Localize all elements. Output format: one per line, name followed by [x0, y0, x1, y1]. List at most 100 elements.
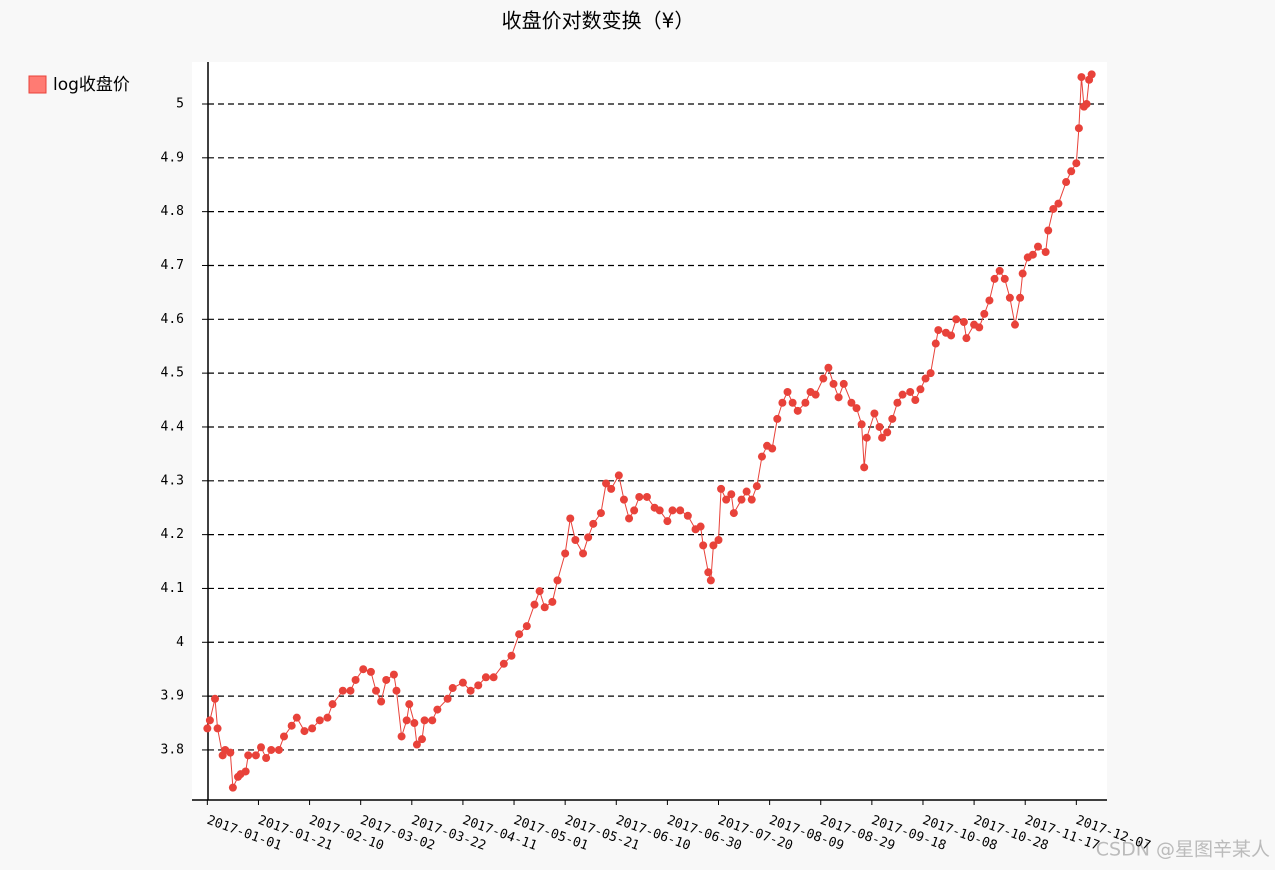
data-point: [742, 487, 751, 496]
data-point: [346, 686, 355, 695]
data-point: [287, 721, 296, 730]
data-point: [980, 309, 989, 318]
y-tick-label: 4.9: [161, 150, 184, 165]
data-point: [1054, 199, 1063, 208]
data-point: [481, 673, 490, 682]
data-point: [372, 686, 381, 695]
data-point: [1044, 226, 1053, 235]
watermark: CSDN @星图辛某人: [1096, 839, 1270, 861]
data-point: [257, 743, 266, 752]
data-point: [819, 374, 828, 383]
data-point: [768, 444, 777, 453]
data-point: [366, 667, 375, 676]
data-point: [1067, 167, 1076, 176]
data-point: [811, 390, 820, 399]
data-point: [893, 398, 902, 407]
data-point: [911, 396, 920, 405]
data-point: [1072, 159, 1081, 168]
data-point: [1033, 242, 1042, 251]
data-point: [274, 745, 283, 754]
data-point: [292, 713, 301, 722]
data-point: [251, 751, 260, 760]
data-point: [1082, 99, 1091, 108]
data-point: [1049, 204, 1058, 213]
data-point: [308, 724, 317, 733]
data-point: [579, 549, 588, 558]
data-point: [540, 603, 549, 612]
data-point: [614, 471, 623, 480]
data-point: [420, 716, 429, 725]
data-point: [990, 274, 999, 283]
y-tick-label: 4.8: [161, 204, 184, 219]
data-point: [737, 495, 746, 504]
data-point: [783, 387, 792, 396]
data-point: [704, 568, 713, 577]
data-point: [747, 495, 756, 504]
data-point: [722, 495, 731, 504]
data-point: [870, 409, 879, 418]
data-point: [507, 651, 516, 660]
data-point: [1087, 70, 1096, 79]
data-point: [1010, 320, 1019, 329]
data-point: [642, 492, 651, 501]
data-point: [359, 665, 368, 674]
chart-title: 收盘价对数变换（¥）: [502, 9, 695, 33]
data-point: [801, 398, 810, 407]
y-tick-label: 4.2: [161, 527, 184, 542]
data-point: [244, 751, 253, 760]
data-point: [1005, 293, 1014, 302]
data-point: [706, 576, 715, 585]
data-point: [410, 719, 419, 728]
data-point: [829, 379, 838, 388]
data-point: [1028, 250, 1037, 259]
data-point: [888, 414, 897, 423]
data-point: [515, 630, 524, 639]
data-point: [228, 783, 237, 792]
data-point: [596, 509, 605, 518]
data-point: [839, 379, 848, 388]
data-point: [883, 428, 892, 437]
data-point: [448, 684, 457, 693]
data-point: [267, 745, 276, 754]
data-point: [985, 296, 994, 305]
y-tick-label: 4.5: [161, 366, 184, 381]
plot-area: [192, 62, 1107, 800]
data-point: [875, 422, 884, 431]
data-point: [474, 681, 483, 690]
data-point: [793, 406, 802, 415]
data-point: [262, 754, 271, 763]
data-point: [847, 398, 856, 407]
data-point: [338, 686, 347, 695]
data-point: [535, 587, 544, 596]
data-point: [589, 519, 598, 528]
data-point: [1077, 73, 1086, 82]
data-point: [412, 740, 421, 749]
data-point: [630, 506, 639, 515]
data-point: [571, 536, 580, 545]
data-point: [522, 622, 531, 631]
data-point: [878, 433, 887, 442]
data-point: [635, 492, 644, 501]
data-point: [668, 506, 677, 515]
data-point: [566, 514, 575, 523]
data-point: [351, 675, 360, 684]
data-point: [530, 600, 539, 609]
data-point: [959, 317, 968, 326]
data-point: [717, 484, 726, 493]
data-point: [328, 700, 337, 709]
y-tick-label: 4.7: [161, 258, 184, 273]
data-point: [1016, 293, 1025, 302]
data-point: [727, 490, 736, 499]
data-point: [241, 767, 250, 776]
data-point: [377, 697, 386, 706]
data-point: [443, 694, 452, 703]
data-point: [995, 266, 1004, 275]
data-point: [489, 673, 498, 682]
data-point: [213, 724, 222, 733]
data-point: [714, 536, 723, 545]
data-point: [860, 463, 869, 472]
y-tick-label: 4: [176, 635, 184, 650]
data-point: [824, 363, 833, 372]
data-point: [499, 659, 508, 668]
